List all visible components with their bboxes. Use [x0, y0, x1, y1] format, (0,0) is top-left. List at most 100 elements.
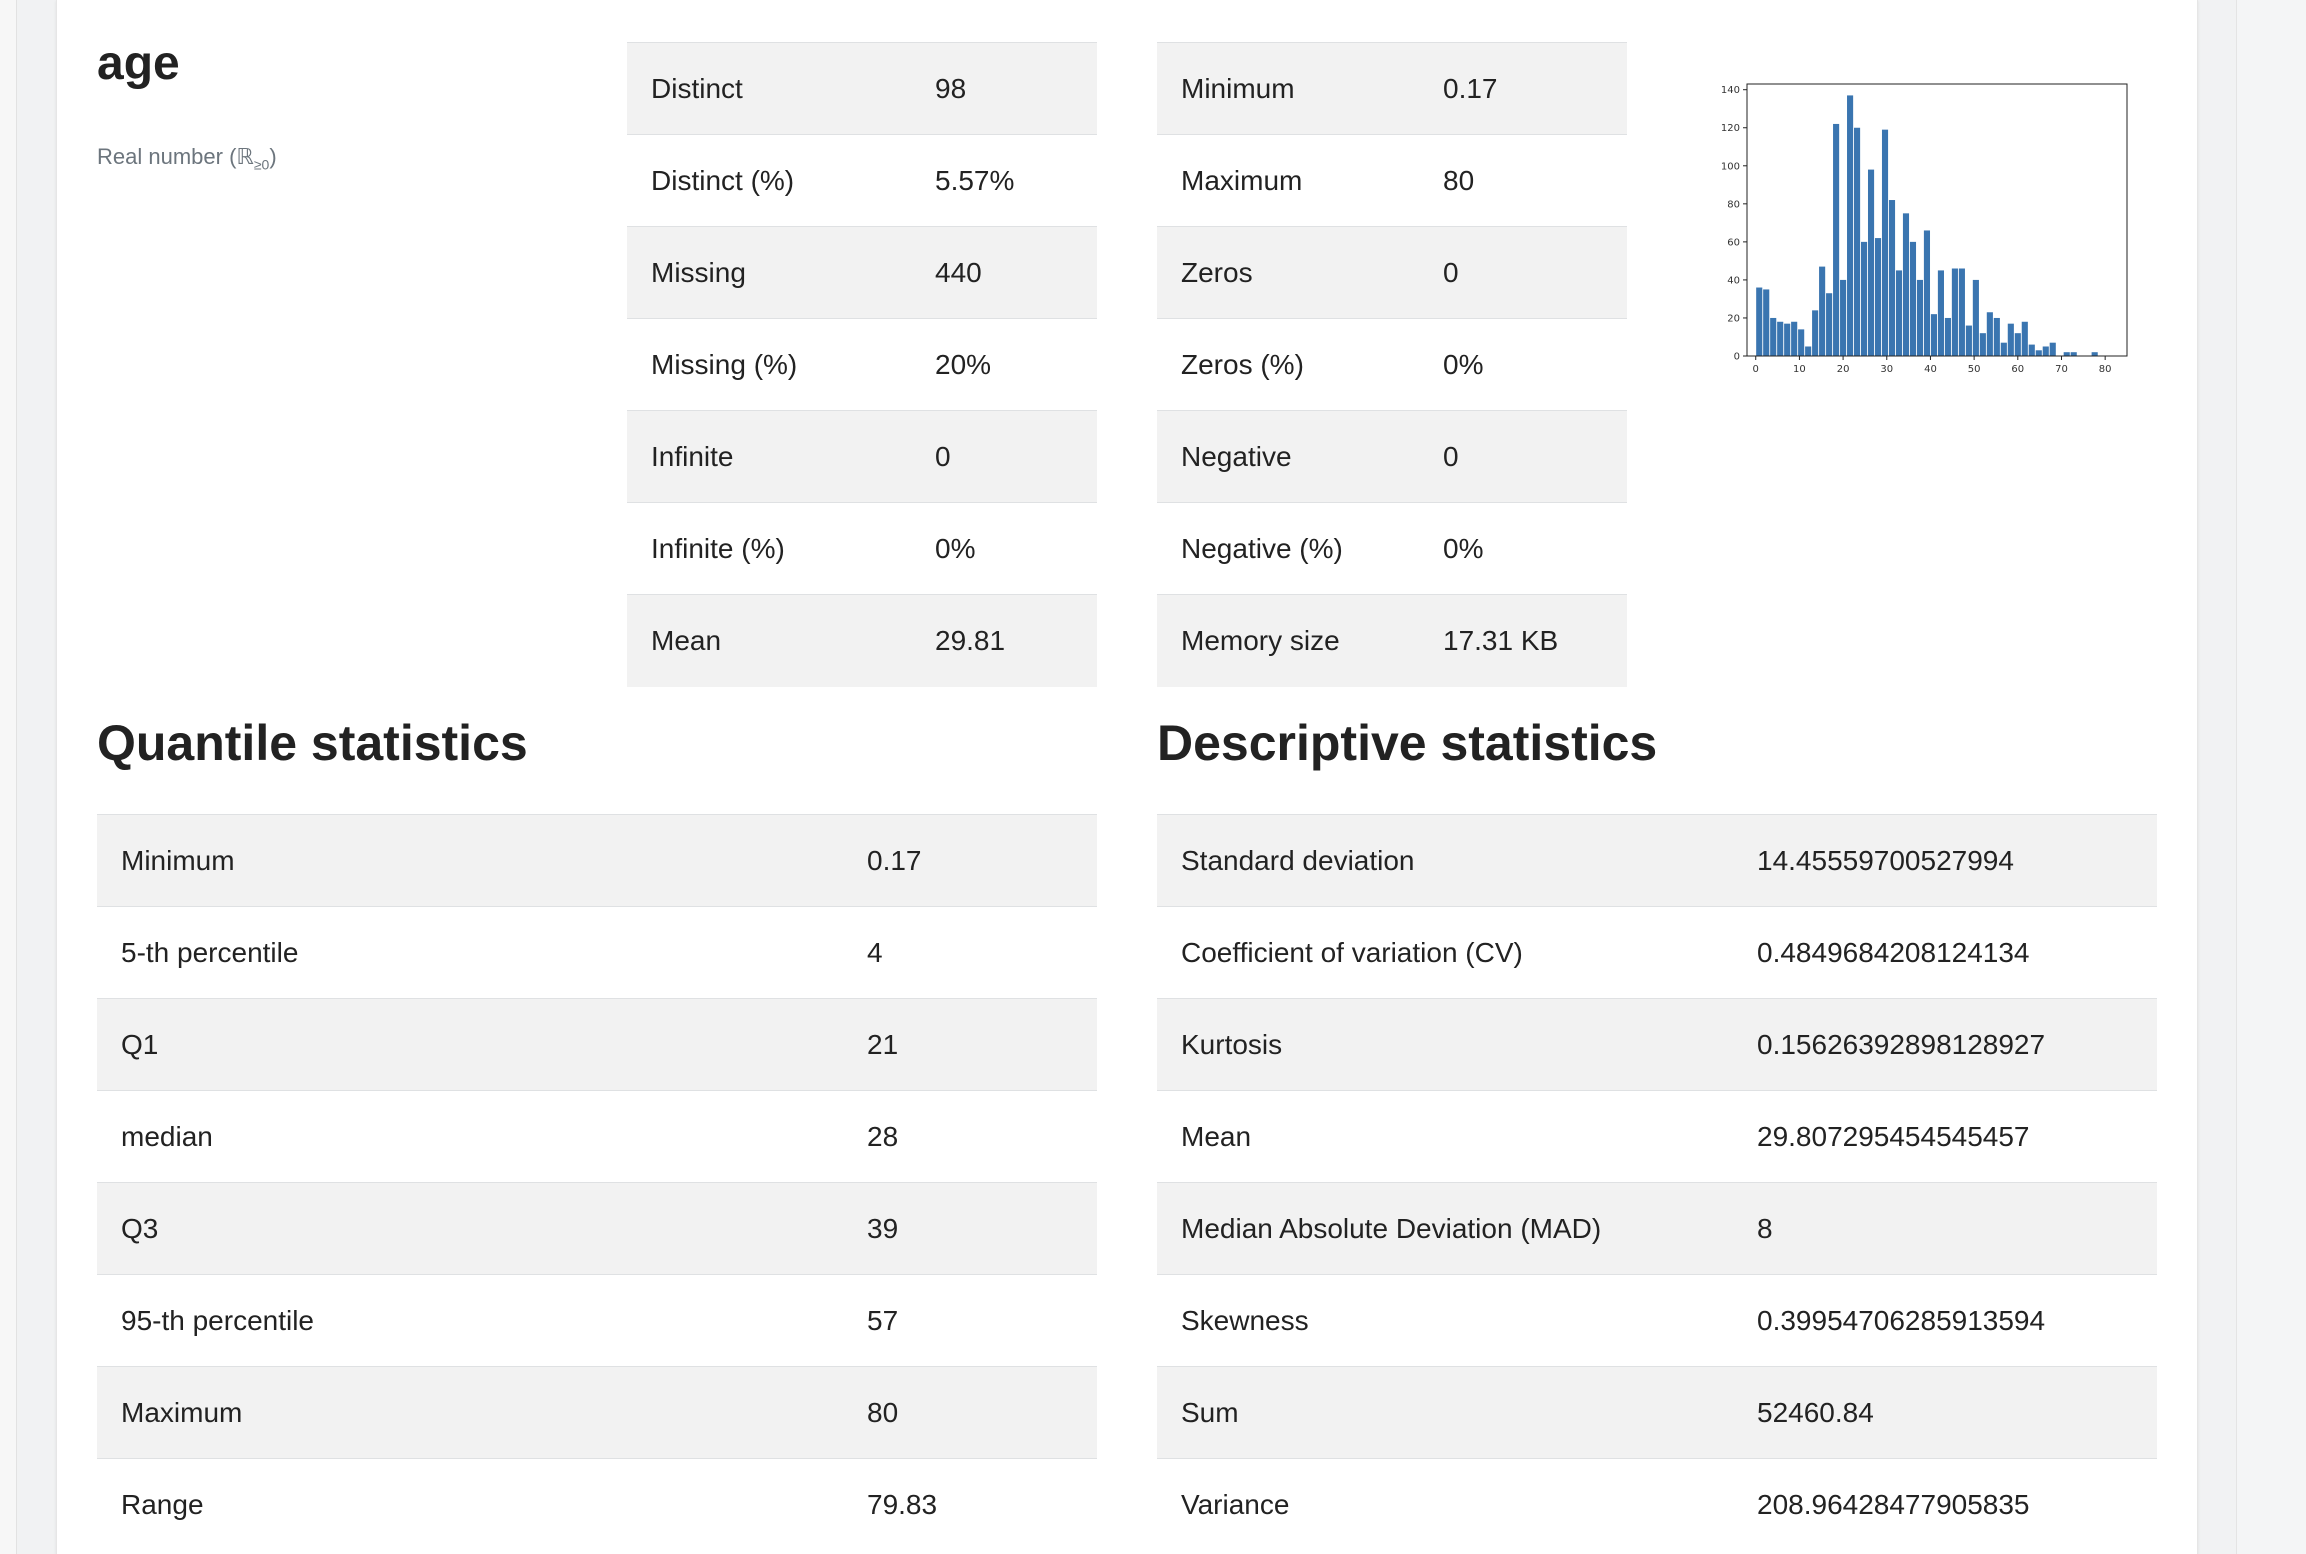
- histogram-bar: [2028, 344, 2035, 356]
- descriptive-stat-label: Standard deviation: [1157, 814, 1733, 907]
- histogram-bar: [1902, 213, 1910, 356]
- histogram-bar: [1798, 329, 1805, 356]
- overview-left-label: Distinct (%): [627, 134, 911, 227]
- overview-left-label: Infinite: [627, 410, 911, 503]
- histogram-bar: [2070, 352, 2077, 356]
- y-tick-label: 20: [1727, 313, 1740, 324]
- variable-type: Real number (ℝ≥0): [97, 144, 277, 172]
- overview-right-row: Memory size 17.31 KB: [1157, 594, 1627, 687]
- histogram-bar: [1916, 279, 1924, 356]
- overview-right-label: Minimum: [1157, 42, 1419, 135]
- quantile-stat-value: 57: [843, 1274, 1097, 1367]
- histogram-bar: [1840, 279, 1847, 356]
- descriptive-statistics-title: Descriptive statistics: [1157, 715, 1658, 771]
- quantile-stat-label: Maximum: [97, 1366, 843, 1459]
- histogram-bar: [1784, 323, 1791, 356]
- variable-type-close: ): [269, 144, 277, 169]
- descriptive-stat-row: Sum 52460.84: [1157, 1366, 2157, 1459]
- overview-left-row: Distinct (%) 5.57%: [627, 134, 1097, 227]
- overview-left-value: 98: [911, 42, 1097, 135]
- histogram-bar: [1867, 169, 1875, 356]
- descriptive-stat-value: 0.4849684208124134: [1733, 906, 2157, 999]
- y-tick-label: 60: [1727, 237, 1740, 248]
- overview-right-row: Zeros (%) 0%: [1157, 318, 1627, 411]
- histogram-bar: [2014, 333, 2021, 356]
- histogram-bar: [1874, 238, 1882, 356]
- histogram-bar: [1833, 123, 1840, 356]
- overview-left-label: Mean: [627, 594, 911, 687]
- overview-right-row: Zeros 0: [1157, 226, 1627, 319]
- histogram-bar: [1937, 270, 1944, 356]
- quantile-stat-value: 39: [843, 1182, 1097, 1275]
- histogram-bar: [1895, 270, 1903, 356]
- overview-left-row: Distinct 98: [627, 42, 1097, 135]
- quantile-stat-label: Range: [97, 1458, 843, 1551]
- histogram-bar: [1965, 325, 1972, 356]
- overview-left-row: Infinite (%) 0%: [627, 502, 1097, 595]
- histogram-bar: [1812, 310, 1819, 356]
- quantile-stat-label: Minimum: [97, 814, 843, 907]
- quantile-stat-label: 95-th percentile: [97, 1274, 843, 1367]
- x-tick-label: 70: [2055, 364, 2068, 375]
- quantile-stat-value: 80: [843, 1366, 1097, 1459]
- overview-right-value: 0: [1419, 226, 1627, 319]
- x-tick-label: 0: [1753, 364, 1759, 375]
- quantile-stat-row: 95-th percentile 57: [97, 1274, 1097, 1367]
- overview-right-label: Zeros: [1157, 226, 1419, 319]
- descriptive-stat-row: Mean 29.807295454545457: [1157, 1090, 2157, 1183]
- overview-left-value: 440: [911, 226, 1097, 319]
- quantile-stat-label: median: [97, 1090, 843, 1183]
- overview-left-row: Infinite 0: [627, 410, 1097, 503]
- x-tick-label: 40: [1924, 364, 1937, 375]
- overview-table-right: Minimum 0.17 Maximum 80 Zeros 0 Zeros (%) 0% Neg…: [1157, 42, 1627, 687]
- quantile-stat-row: Maximum 80: [97, 1366, 1097, 1459]
- histogram-bar: [1972, 279, 1979, 356]
- quantile-stat-row: median 28: [97, 1090, 1097, 1183]
- histogram-bar: [1979, 333, 1986, 356]
- histogram-bar: [1958, 268, 1965, 356]
- descriptive-stat-label: Mean: [1157, 1090, 1733, 1183]
- y-tick-label: 40: [1727, 275, 1740, 286]
- descriptive-stat-row: Kurtosis 0.15626392898128927: [1157, 998, 2157, 1091]
- histogram-bar: [1951, 268, 1958, 356]
- histogram-bar: [2021, 321, 2028, 356]
- quantile-stat-row: 5-th percentile 4: [97, 906, 1097, 999]
- overview-left-label: Missing (%): [627, 318, 911, 411]
- quantile-stat-value: 4: [843, 906, 1097, 999]
- descriptive-stat-label: Sum: [1157, 1366, 1733, 1459]
- histogram-frame: [1746, 83, 2128, 357]
- histogram-bar: [2049, 342, 2056, 356]
- histogram-bar: [1944, 317, 1951, 356]
- histogram-bar: [1805, 346, 1812, 356]
- quantile-stat-value: 28: [843, 1090, 1097, 1183]
- x-tick-label: 60: [2011, 364, 2024, 375]
- quantile-stat-row: Minimum 0.17: [97, 814, 1097, 907]
- overview-right-value: 0%: [1419, 318, 1627, 411]
- overview-left-row: Mean 29.81: [627, 594, 1097, 687]
- x-tick-label: 50: [1968, 364, 1981, 375]
- quantile-stat-value: 0.17: [843, 814, 1097, 907]
- histogram-chart: 0 20 40 60 80 100 120 140 0 10 20 30 40 50 60 70 80: [1721, 83, 2128, 375]
- overview-right-label: Negative: [1157, 410, 1419, 503]
- quantile-statistics-title: Quantile statistics: [97, 715, 528, 771]
- histogram-bar: [1791, 321, 1798, 356]
- overview-table-left: Distinct 98 Distinct (%) 5.57% Missing 440 Mis…: [627, 42, 1097, 687]
- quantile-stat-label: Q1: [97, 998, 843, 1091]
- descriptive-stat-value: 14.45559700527994: [1733, 814, 2157, 907]
- variable-name: age: [97, 37, 180, 90]
- quantile-statistics-table: Minimum 0.17 5-th percentile 4 Q1 21 median 28 Q…: [97, 814, 1097, 1551]
- scrollbar-gutter[interactable]: [2236, 0, 2306, 1554]
- histogram-bar: [1930, 314, 1937, 356]
- overview-right-value: 80: [1419, 134, 1627, 227]
- descriptive-stat-label: Variance: [1157, 1458, 1733, 1551]
- overview-left-value: 5.57%: [911, 134, 1097, 227]
- overview-right-value: 0.17: [1419, 42, 1627, 135]
- quantile-stat-row: Q1 21: [97, 998, 1097, 1091]
- descriptive-stat-value: 29.807295454545457: [1733, 1090, 2157, 1183]
- quantile-stat-label: 5-th percentile: [97, 906, 843, 999]
- y-tick-label: 120: [1721, 123, 1740, 134]
- descriptive-stat-value: 52460.84: [1733, 1366, 2157, 1459]
- histogram-bar: [1826, 293, 1833, 356]
- overview-right-value: 17.31 KB: [1419, 594, 1627, 687]
- histogram-bar: [1993, 317, 2000, 356]
